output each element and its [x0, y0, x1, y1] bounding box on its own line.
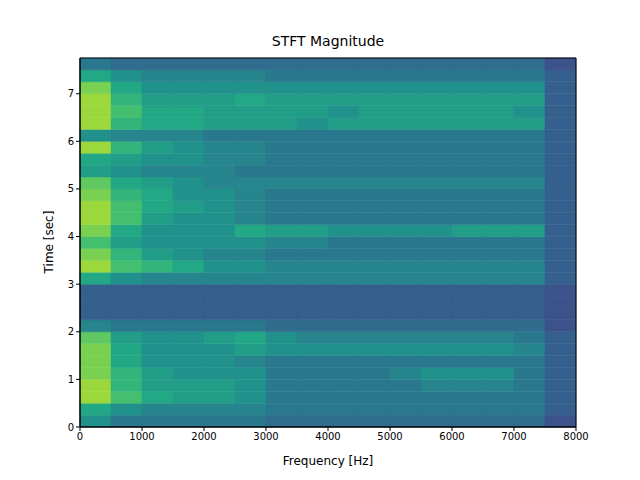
svg-text:4: 4	[68, 231, 74, 242]
svg-text:7000: 7000	[501, 431, 526, 442]
svg-text:0: 0	[77, 431, 83, 442]
svg-text:3000: 3000	[253, 431, 278, 442]
svg-text:1000: 1000	[129, 431, 154, 442]
svg-text:2000: 2000	[191, 431, 216, 442]
svg-text:1: 1	[68, 374, 74, 385]
svg-text:3: 3	[68, 279, 74, 290]
svg-text:5000: 5000	[377, 431, 402, 442]
html-text:STFT Magnitude: STFT Magnitude	[271, 33, 385, 49]
svg-text:6: 6	[68, 136, 74, 147]
svg-text:5: 5	[68, 183, 74, 194]
svg-text:8000: 8000	[563, 431, 588, 442]
html-text:Time [sec]: Time [sec]	[42, 210, 56, 274]
svg-text:7: 7	[68, 88, 74, 99]
svg-text:2: 2	[68, 326, 74, 337]
svg-text:0: 0	[68, 422, 74, 433]
svg-text:4000: 4000	[315, 431, 340, 442]
html-text:Frequency [Hz]: Frequency [Hz]	[282, 454, 374, 468]
svg-text:6000: 6000	[439, 431, 464, 442]
